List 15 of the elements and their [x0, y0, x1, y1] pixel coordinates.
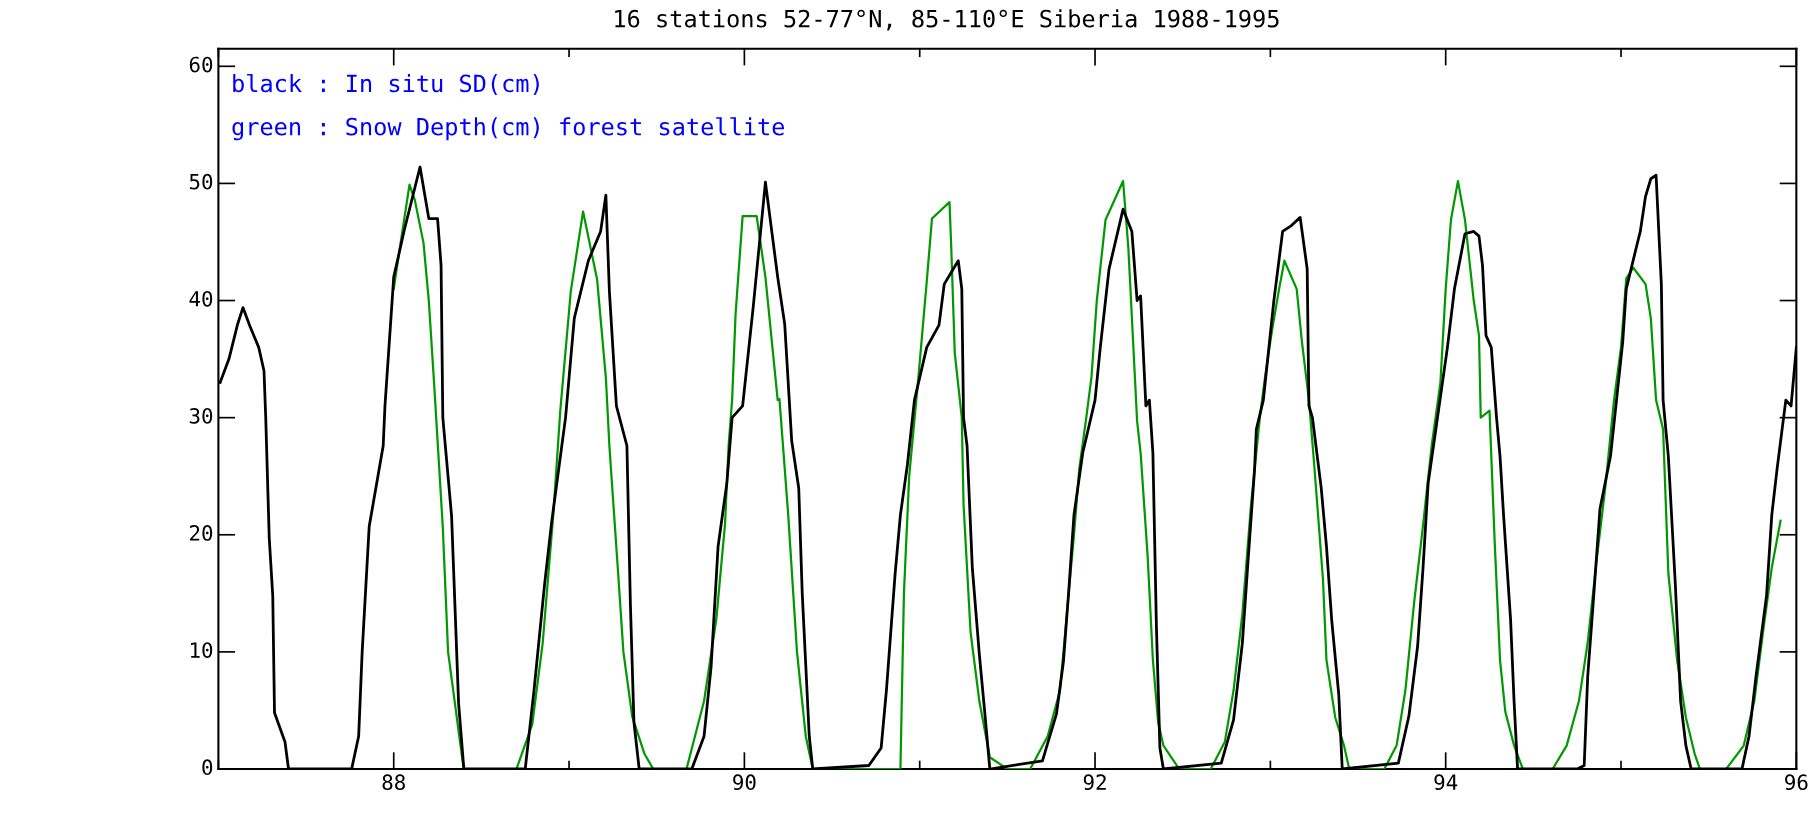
x-tick-label: 90: [733, 774, 756, 791]
y-tick-label: 20: [190, 525, 213, 541]
x-tick-label: 94: [1434, 774, 1458, 791]
y-tick-label: 50: [189, 173, 213, 190]
y-tick-label: 60: [189, 56, 213, 73]
x-tick-label: 92: [1083, 774, 1106, 791]
y-tick-label: 30: [189, 408, 213, 424]
chart-title: 16 stations 52-77°N, 85-110°E Siberia 1988-1995: [615, 9, 1279, 31]
y-tick-label: 40: [189, 290, 213, 307]
annotation: black : In situ SD(cm): [233, 73, 539, 96]
x-tick-label: 96: [1785, 774, 1808, 791]
y-tick-label: 10: [190, 642, 213, 658]
x-tick-label: 88: [382, 774, 405, 791]
y-tick-label: 0: [202, 759, 213, 776]
annotation: green : Snow Depth(cm) forest satellite: [232, 117, 785, 141]
